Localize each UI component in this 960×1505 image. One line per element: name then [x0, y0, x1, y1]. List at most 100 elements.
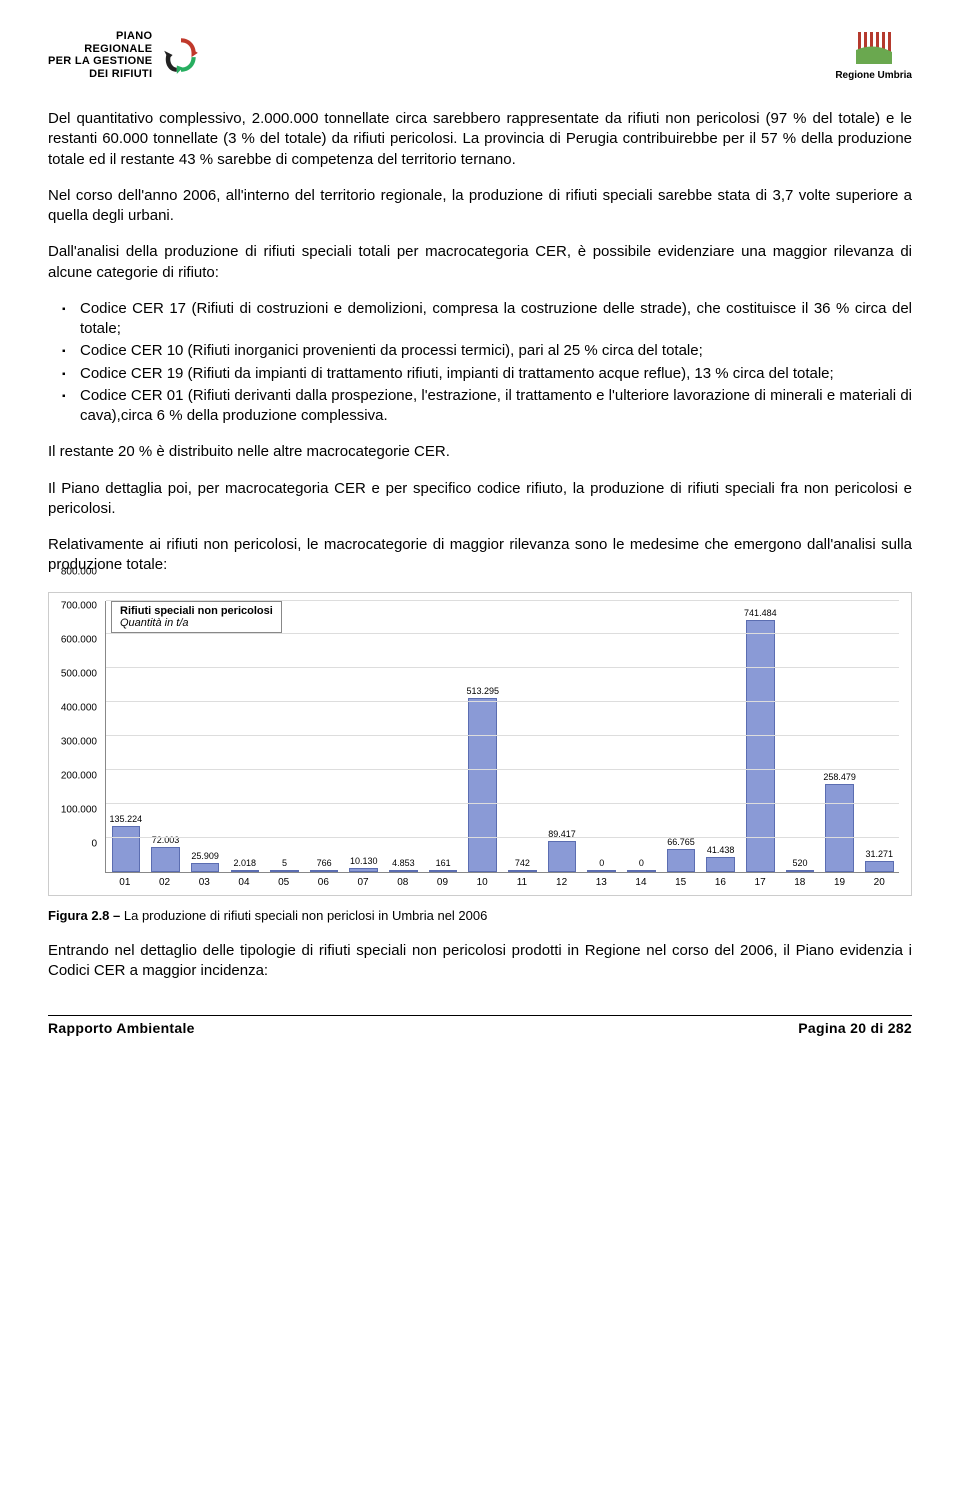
chart-area: 0100.000200.000300.000400.000500.000600.… — [105, 601, 899, 891]
bar-slot: 66.765 — [661, 601, 701, 872]
bar-slot: 520 — [780, 601, 820, 872]
regione-umbria-icon — [854, 30, 894, 64]
bar — [865, 861, 894, 872]
bar-slot: 742 — [503, 601, 543, 872]
bar-value-label: 66.765 — [667, 837, 695, 847]
bar — [270, 870, 299, 872]
figure-caption: Figura 2.8 – La produzione di rifiuti sp… — [48, 908, 912, 923]
x-axis: 0102030405060708091011121314151617181920 — [105, 875, 899, 891]
gridline — [106, 633, 899, 634]
footer-left: Rapporto Ambientale — [48, 1020, 195, 1036]
chart-title: Rifiuti speciali non pericolosi Quantità… — [111, 601, 282, 633]
y-tick-label: 800.000 — [61, 566, 97, 577]
chart-title-line1: Rifiuti speciali non pericolosi — [120, 605, 273, 617]
page-footer: Rapporto Ambientale Pagina 20 di 282 — [48, 1015, 912, 1036]
bar — [627, 870, 656, 872]
y-tick-label: 500.000 — [61, 668, 97, 679]
bar-value-label: 0 — [639, 858, 644, 868]
bar-slot: 2.018 — [225, 601, 265, 872]
bar — [825, 784, 854, 872]
bar-value-label: 31.271 — [866, 849, 894, 859]
bar-slot: 766 — [304, 601, 344, 872]
bar-value-label: 520 — [792, 858, 807, 868]
bullet-item: Codice CER 01 (Rifiuti derivanti dalla p… — [62, 386, 912, 427]
y-tick-label: 400.000 — [61, 702, 97, 713]
bar-slot: 0 — [622, 601, 662, 872]
x-tick-label: 11 — [502, 875, 542, 891]
paragraph: Il restante 20 % è distribuito nelle alt… — [48, 442, 912, 462]
bar-value-label: 0 — [599, 858, 604, 868]
bars-container: 135.22472.00325.9092.018576610.1304.8531… — [106, 601, 899, 872]
gridline — [106, 769, 899, 770]
x-tick-label: 08 — [383, 875, 423, 891]
bullet-list: Codice CER 17 (Rifiuti di costruzioni e … — [62, 299, 912, 427]
bar — [310, 870, 339, 872]
logo-left-text: PIANO REGIONALE PER LA GESTIONE DEI RIFI… — [48, 30, 152, 81]
bullet-item: Codice CER 10 (Rifiuti inorganici proven… — [62, 341, 912, 361]
bar — [667, 849, 696, 872]
bar — [508, 870, 537, 872]
bar-slot: 10.130 — [344, 601, 384, 872]
bar — [746, 620, 775, 871]
bar-slot: 41.438 — [701, 601, 741, 872]
figure-caption-bold: Figura 2.8 – — [48, 908, 124, 923]
bar-value-label: 258.479 — [823, 772, 856, 782]
x-tick-label: 14 — [621, 875, 661, 891]
x-tick-label: 01 — [105, 875, 145, 891]
bar-value-label: 742 — [515, 858, 530, 868]
y-tick-label: 0 — [91, 838, 97, 849]
bar-value-label: 89.417 — [548, 829, 576, 839]
footer-right: Pagina 20 di 282 — [798, 1020, 912, 1036]
bar-value-label: 161 — [436, 858, 451, 868]
bar-slot: 258.479 — [820, 601, 860, 872]
x-tick-label: 20 — [859, 875, 899, 891]
x-tick-label: 12 — [542, 875, 582, 891]
paragraph: Relativamente ai rifiuti non pericolosi,… — [48, 535, 912, 576]
bullet-item: Codice CER 17 (Rifiuti di costruzioni e … — [62, 299, 912, 340]
bar — [151, 847, 180, 871]
bar-value-label: 10.130 — [350, 856, 378, 866]
bar — [389, 870, 418, 872]
bar-chart: Rifiuti speciali non pericolosi Quantità… — [48, 592, 912, 896]
bar — [468, 698, 497, 872]
x-tick-label: 15 — [661, 875, 701, 891]
gridline — [106, 701, 899, 702]
bar — [786, 870, 815, 872]
bar-slot: 5 — [265, 601, 305, 872]
regione-label: Regione Umbria — [835, 70, 912, 81]
logo-line: PER LA GESTIONE — [48, 55, 152, 67]
bar — [231, 870, 260, 872]
bar-slot: 89.417 — [542, 601, 582, 872]
bar — [429, 870, 458, 872]
y-tick-label: 100.000 — [61, 804, 97, 815]
x-tick-label: 09 — [423, 875, 463, 891]
bar-slot: 72.003 — [146, 601, 186, 872]
x-tick-label: 07 — [343, 875, 383, 891]
x-tick-label: 10 — [462, 875, 502, 891]
x-tick-label: 05 — [264, 875, 304, 891]
gridline — [106, 735, 899, 736]
x-tick-label: 17 — [740, 875, 780, 891]
bar — [587, 870, 616, 872]
bullet-item: Codice CER 19 (Rifiuti da impianti di tr… — [62, 364, 912, 384]
page-header: PIANO REGIONALE PER LA GESTIONE DEI RIFI… — [48, 30, 912, 81]
bar-value-label: 741.484 — [744, 608, 777, 618]
chart-title-line2: Quantità in t/a — [120, 617, 273, 629]
bar-slot: 25.909 — [185, 601, 225, 872]
bar-value-label: 135.224 — [110, 814, 143, 824]
x-tick-label: 16 — [701, 875, 741, 891]
recycle-icon — [160, 34, 202, 76]
x-tick-label: 03 — [184, 875, 224, 891]
x-tick-label: 13 — [581, 875, 621, 891]
gridline — [106, 803, 899, 804]
bar — [548, 841, 577, 871]
x-tick-label: 18 — [780, 875, 820, 891]
bar-slot: 513.295 — [463, 601, 503, 872]
bar-value-label: 25.909 — [191, 851, 219, 861]
logo-line: DEI RIFIUTI — [89, 68, 152, 80]
bar-value-label: 766 — [317, 858, 332, 868]
logo-line: PIANO — [116, 30, 152, 42]
paragraph: Del quantitativo complessivo, 2.000.000 … — [48, 109, 912, 170]
bar-slot: 135.224 — [106, 601, 146, 872]
logo-right: Regione Umbria — [835, 30, 912, 81]
